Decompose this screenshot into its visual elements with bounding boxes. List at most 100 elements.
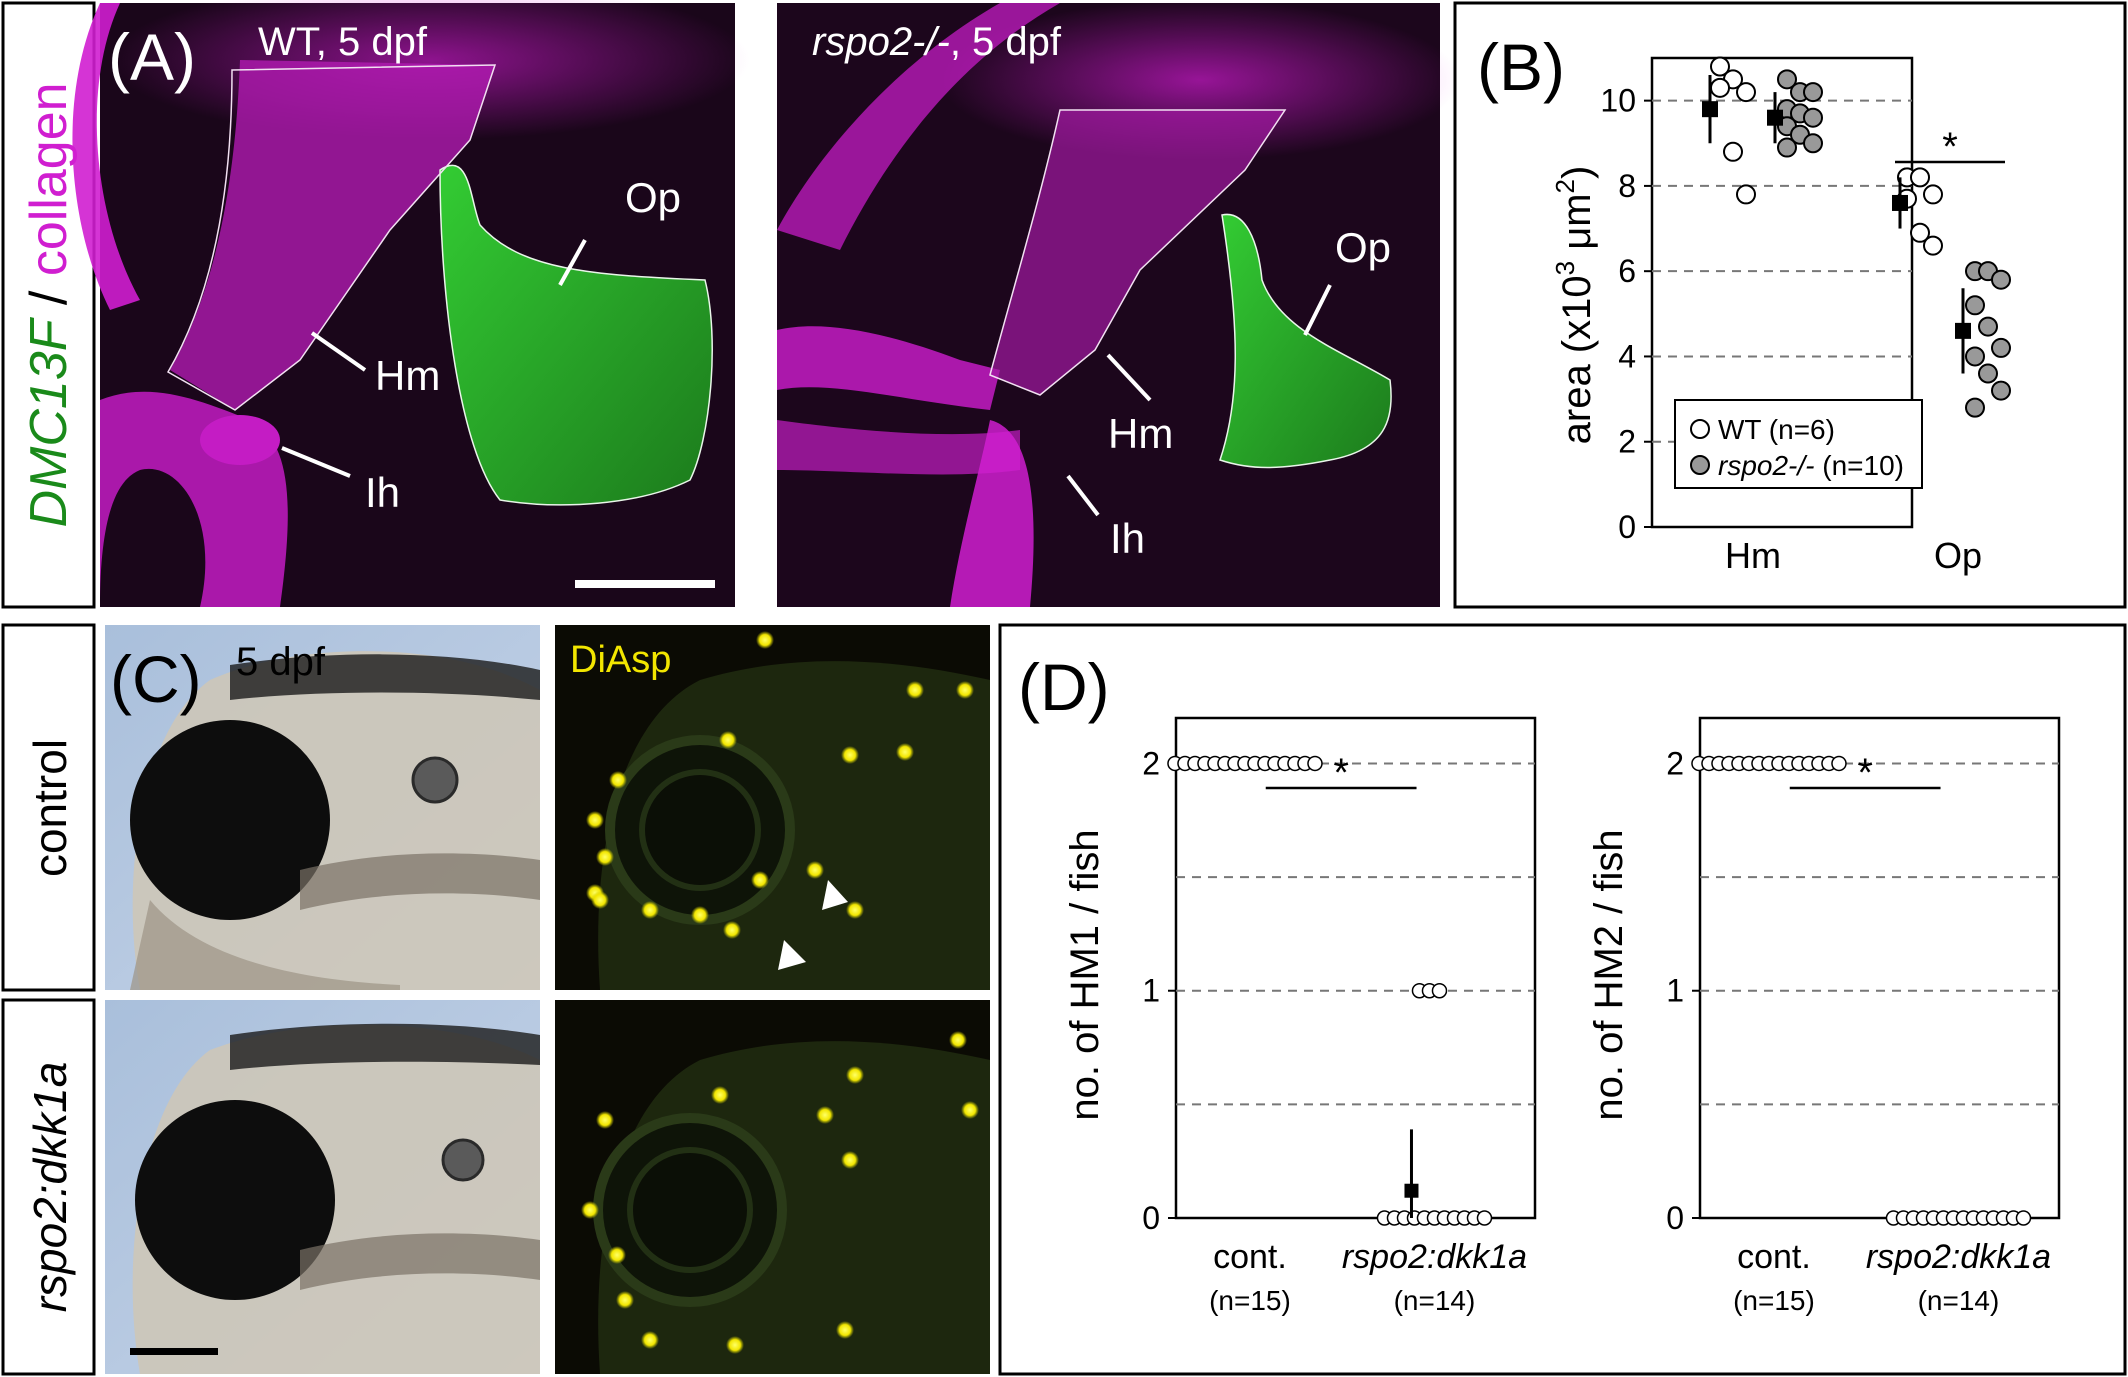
neuromast-dot <box>806 861 824 879</box>
y-tick-label: 10 <box>1600 83 1636 119</box>
neuromast-dot <box>723 921 741 939</box>
neuromast-dot <box>596 1111 614 1129</box>
panel-a: DMC13F / collagen (A) WT, 5 dpf Op Hm Ih <box>1 0 1460 609</box>
panel-c-row2: rspo2:dkk1a <box>24 1062 76 1313</box>
data-point <box>1710 77 1730 98</box>
chart-d-right: 0 1 2 cont. (n=15) rspo2:dkk1a (n=14) * <box>1666 716 2061 1316</box>
mean-marker <box>1767 109 1783 126</box>
data-point <box>1777 137 1797 158</box>
neuromast-dot <box>616 1291 634 1309</box>
neuromast-dot <box>846 1066 864 1084</box>
neuromast-dot <box>581 1201 599 1219</box>
fluorescence-dkk1a <box>555 1000 990 1374</box>
x-tick-n: (n=14) <box>1918 1285 2000 1316</box>
data-point <box>1723 141 1743 162</box>
y-tick-label: 1 <box>1666 973 1684 1009</box>
y-tick-label: 0 <box>1666 1200 1684 1236</box>
neuromast-dot <box>608 1246 626 1264</box>
label-op-2: Op <box>1335 224 1391 271</box>
panel-b: (B) area (x103 μm2) 0 2 4 6 8 10 Hm Op * WT (n=6… <box>1453 1 2127 609</box>
y-tick-label: 0 <box>1618 509 1636 545</box>
data-point <box>1910 222 1930 243</box>
legend-mut: rspo2-/- (n=10) <box>1718 450 1904 481</box>
neuromast-dot <box>751 871 769 889</box>
brightfield-control <box>105 625 540 990</box>
x-tick-label: rspo2:dkk1a <box>1342 1238 1527 1276</box>
data-point <box>1978 316 1998 337</box>
plot-frame <box>1698 716 2061 1220</box>
data-point <box>1831 755 1847 772</box>
x-tick-label: Hm <box>1725 535 1781 576</box>
neuromast-dot <box>719 731 737 749</box>
neuromast-dot <box>641 1331 659 1349</box>
neuromast-dot <box>949 1031 967 1049</box>
mean-marker <box>1404 1183 1419 1198</box>
panel-a-left-title: WT, 5 dpf <box>258 20 428 64</box>
panel-d-right-ylabel: no. of HM2 / fish <box>1587 829 1631 1120</box>
data-point <box>1965 397 1985 418</box>
panel-d-letter: (D) <box>1018 650 1110 724</box>
panel-d-left-ylabel: no. of HM1 / fish <box>1063 829 1107 1120</box>
data-point <box>1736 184 1756 205</box>
y-tick-label: 1 <box>1142 973 1160 1009</box>
data-point <box>1910 167 1930 188</box>
label-ih: Ih <box>365 469 400 516</box>
legend-open-circle <box>1690 419 1710 439</box>
panel-c-row2-label-box <box>1 998 96 1376</box>
data-point <box>1803 82 1823 103</box>
data-point <box>1777 69 1797 90</box>
panel-c-row1-label-box <box>1 623 96 992</box>
data-point <box>1431 982 1448 999</box>
x-tick-label: cont. <box>1213 1238 1287 1276</box>
chart-b: 0 2 4 6 8 10 Hm Op * <box>1600 56 2011 576</box>
neuromast-dot <box>726 1336 744 1354</box>
y-tick-label: 2 <box>1666 745 1684 781</box>
brightfield-dkk1a <box>105 1000 540 1374</box>
data-point <box>1923 235 1943 256</box>
data-point <box>1965 346 1985 367</box>
micrograph-wt <box>72 0 750 607</box>
panel-c-dye: DiAsp <box>570 639 671 681</box>
significance-star: * <box>1942 125 1958 169</box>
neuromast-dot <box>591 891 609 909</box>
panel-c-letter: (C) <box>110 642 202 716</box>
neuromast-dot <box>816 1106 834 1124</box>
panel-b-letter: (B) <box>1477 30 1565 104</box>
panel-a-right-title: rspo2-/-, 5 dpf <box>812 20 1062 64</box>
plot-frame <box>1174 716 1537 1220</box>
panel-a-letter: (A) <box>108 20 196 94</box>
neuromast-dot <box>896 743 914 761</box>
neuromast-dot <box>691 906 709 924</box>
panel-d-box <box>998 623 2127 1376</box>
neuromast-dot <box>961 1101 979 1119</box>
data-point <box>1965 295 1985 316</box>
panel-d: (D) no. of HM1 / fish no. of HM2 / fish … <box>998 623 2127 1376</box>
fluorescence-control <box>555 625 990 990</box>
data-point <box>1736 82 1756 103</box>
scale-bar-c <box>130 1348 218 1355</box>
significance-star: * <box>1333 751 1349 795</box>
neuromast-dot <box>836 1321 854 1339</box>
data-point <box>1710 56 1730 77</box>
scale-bar <box>575 580 715 588</box>
x-tick-label: rspo2:dkk1a <box>1866 1238 2051 1276</box>
legend-gray-circle <box>1690 455 1710 475</box>
data-point <box>1991 269 2011 290</box>
y-tick-label: 2 <box>1618 424 1636 460</box>
neuromast-dot <box>609 771 627 789</box>
x-tick-n: (n=15) <box>1733 1285 1815 1316</box>
data-point <box>1991 337 2011 358</box>
plot-frame <box>1650 56 1914 529</box>
x-tick-n: (n=15) <box>1209 1285 1291 1316</box>
significance-star: * <box>1857 751 1873 795</box>
data-point <box>1803 133 1823 154</box>
data-point <box>1978 363 1998 384</box>
panel-c-stage: 5 dpf <box>236 640 326 684</box>
y-tick-label: 0 <box>1142 1200 1160 1236</box>
label-op: Op <box>625 174 681 221</box>
panel-a-side-label: DMC13F / collagen <box>20 82 78 527</box>
data-point <box>1991 380 2011 401</box>
neuromast-dot <box>586 811 604 829</box>
data-point <box>1307 755 1323 772</box>
